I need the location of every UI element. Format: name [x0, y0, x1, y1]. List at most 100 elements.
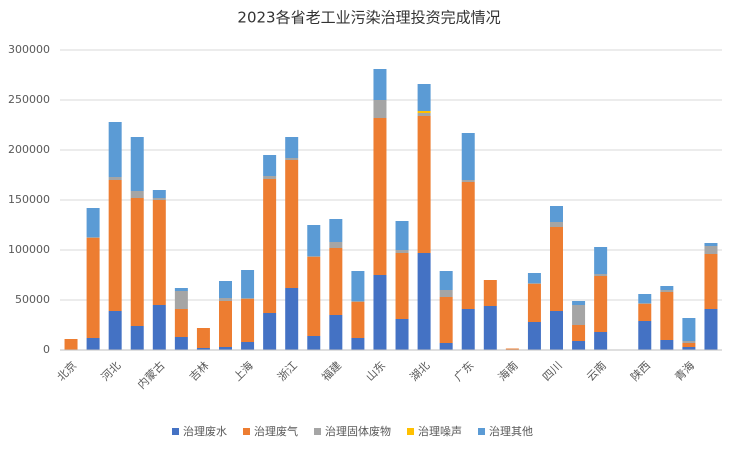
bar-segment	[285, 288, 299, 350]
bar-segment	[174, 291, 188, 309]
bar-segment	[329, 219, 343, 242]
x-tick-label: 云南	[584, 359, 609, 384]
bar-segment	[550, 227, 563, 311]
bar-segment	[285, 137, 299, 158]
bar-segment	[373, 69, 387, 100]
bar-segment	[572, 325, 586, 341]
bar-segment	[307, 256, 321, 257]
bar-segment	[351, 338, 365, 350]
bar-segment	[572, 305, 586, 325]
bar-segment	[130, 326, 144, 350]
bar-segment	[241, 298, 255, 299]
bar-segment	[439, 297, 453, 343]
bar-segment	[439, 343, 453, 350]
x-tick-label: 河北	[99, 359, 124, 384]
bar-segment	[263, 313, 277, 350]
y-tick-label: 150000	[8, 193, 50, 206]
bar-segment	[682, 343, 696, 347]
bar-segment	[174, 337, 188, 350]
bar-segment	[196, 348, 210, 350]
bar-segment	[395, 221, 409, 250]
bar-segment	[527, 283, 541, 284]
bar-segment	[86, 238, 100, 338]
x-tick-label: 吉林	[186, 358, 211, 383]
bar-segment	[130, 191, 144, 198]
x-tick-label: 四川	[540, 359, 565, 384]
bar-segment	[263, 179, 277, 313]
bar-segment	[638, 321, 652, 350]
y-tick-label: 50000	[15, 293, 50, 306]
bar-segment	[241, 270, 255, 298]
bar-segment	[307, 225, 321, 256]
bar-segment	[285, 160, 299, 288]
bar-segment	[417, 113, 431, 116]
bar-segment	[439, 290, 453, 297]
bar-segment	[130, 198, 144, 326]
y-tick-label: 300000	[8, 43, 50, 56]
legend-swatch	[407, 428, 414, 435]
bar-segment	[395, 319, 409, 350]
legend-label: 治理废水	[183, 424, 227, 438]
bar-segment	[307, 257, 321, 336]
x-tick-label: 海南	[495, 358, 520, 383]
bar-segment	[527, 284, 541, 322]
bar-segment	[108, 122, 122, 177]
bar-segment	[307, 336, 321, 350]
bar-segment	[461, 309, 475, 350]
bar-segment	[550, 206, 563, 222]
bar-segment	[329, 242, 343, 248]
bar-segment	[241, 299, 255, 342]
y-tick-label: 200000	[8, 143, 50, 156]
bar-segment	[263, 155, 277, 176]
bar-segment	[351, 302, 365, 338]
bar-segment	[638, 303, 652, 304]
bar-segment	[174, 309, 188, 337]
bar-segment	[373, 275, 387, 350]
bar-segment	[108, 177, 122, 180]
bar-segment	[572, 341, 586, 350]
bar-segment	[527, 322, 541, 350]
bar-segment	[483, 280, 497, 306]
bar-segment	[329, 248, 343, 315]
x-tick-label: 浙江	[275, 359, 300, 384]
bar-segment	[241, 342, 255, 350]
bar-segment	[660, 290, 674, 292]
bar-segment	[704, 254, 718, 309]
bar-segment	[285, 158, 299, 160]
bar-segment	[594, 276, 608, 332]
bar-segment	[660, 340, 674, 350]
y-tick-label: 100000	[8, 243, 50, 256]
bar-segment	[704, 309, 718, 350]
bar-segment	[152, 190, 166, 198]
bar-segment	[219, 301, 232, 347]
bar-segment	[219, 281, 232, 298]
x-tick-label: 湖北	[408, 359, 433, 384]
bar-segment	[483, 306, 497, 350]
bar-segment	[373, 100, 387, 118]
bar-segment	[461, 182, 475, 309]
bar-segment	[86, 237, 100, 238]
x-tick-label: 北京	[54, 358, 79, 383]
bar-segment	[417, 84, 431, 111]
y-tick-label: 0	[43, 343, 50, 356]
bar-segment	[64, 339, 78, 350]
bar-segment	[373, 118, 387, 275]
bar-segment	[329, 315, 343, 350]
bar-segment	[660, 286, 674, 290]
x-tick-label: 陕西	[628, 358, 653, 383]
bar-segment	[196, 328, 210, 348]
bar-segment	[461, 133, 475, 180]
bar-segment	[174, 288, 188, 291]
bar-segment	[351, 271, 365, 301]
bar-segment	[130, 137, 144, 191]
bar-segment	[395, 253, 409, 319]
legend-swatch	[478, 428, 485, 435]
legend-label: 治理废气	[254, 424, 298, 438]
y-tick-label: 250000	[8, 93, 50, 106]
x-tick-label: 上海	[230, 358, 255, 383]
bar-segment	[638, 294, 652, 303]
legend-swatch	[314, 428, 321, 435]
bar-segment	[682, 347, 696, 350]
bar-segment	[594, 332, 608, 350]
